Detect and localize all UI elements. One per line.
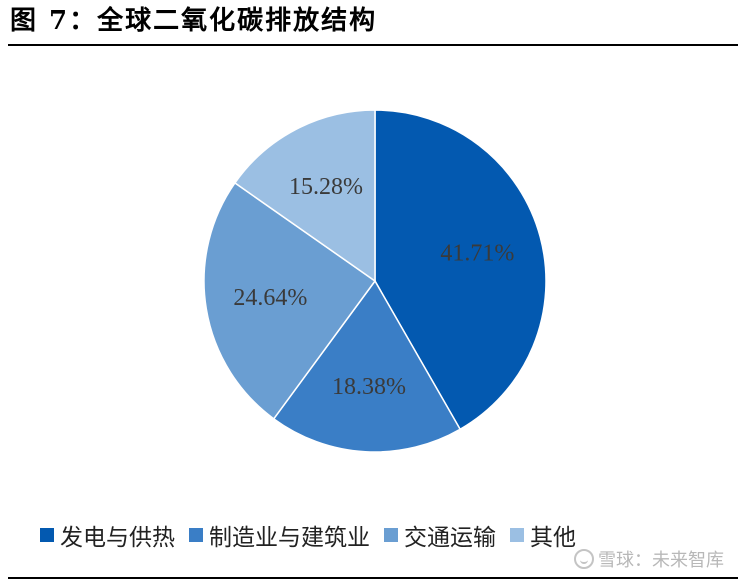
pie-slice-label: 18.38%: [332, 374, 406, 400]
pie-slice: [374, 109, 547, 431]
pie-slice-label: 15.28%: [289, 174, 363, 200]
pie-slice-label: 41.71%: [440, 241, 514, 267]
pie-slice: [203, 181, 377, 420]
legend-swatch: [510, 528, 524, 542]
snowball-logo-icon: [574, 549, 594, 569]
pie-slice: [272, 279, 462, 453]
pie-labels: 41.71% 18.38% 24.64% 15.28%: [233, 174, 514, 400]
pie-chart: 41.71% 18.38% 24.64% 15.28%: [203, 109, 547, 453]
bottom-divider: [8, 577, 738, 579]
legend-swatch: [40, 528, 54, 542]
legend-label: 交通运输: [404, 525, 496, 551]
legend-label: 其他: [530, 525, 576, 551]
legend-label: 发电与供热: [60, 525, 175, 551]
figure-title: 图 7：全球二氧化碳排放结构: [10, 6, 378, 36]
pie-slice-label: 24.64%: [233, 285, 307, 311]
watermark-text: 雪球：未来智库: [598, 550, 724, 571]
watermark: 雪球：未来智库: [574, 546, 724, 572]
legend-label: 制造业与建筑业: [209, 525, 370, 551]
title-divider: [8, 44, 738, 46]
pie-slices: [203, 109, 547, 453]
legend-swatch: [189, 528, 203, 542]
legend-item-transport: 交通运输: [384, 518, 496, 552]
legend-item-other: 其他: [510, 518, 576, 552]
pie-slice: [233, 109, 376, 283]
chart-legend: 发电与供热 制造业与建筑业 交通运输 其他: [40, 518, 576, 552]
legend-item-power-heat: 发电与供热: [40, 518, 175, 552]
legend-swatch: [384, 528, 398, 542]
legend-item-manufacturing-construction: 制造业与建筑业: [189, 518, 370, 552]
